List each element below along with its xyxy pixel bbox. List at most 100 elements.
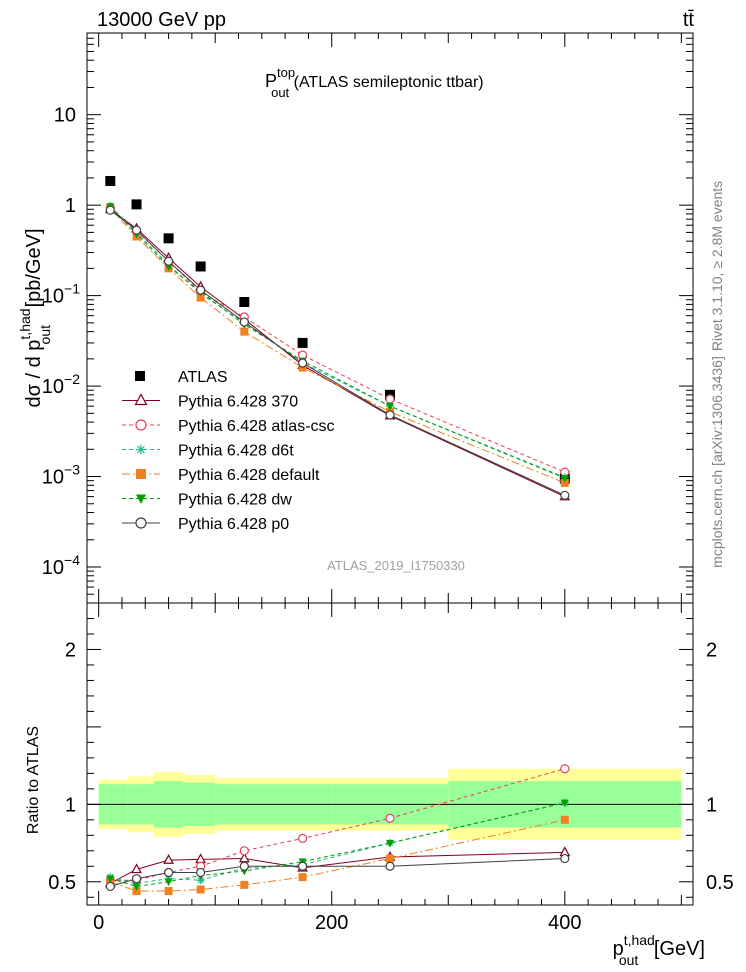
default-line bbox=[109, 208, 565, 484]
ratio-frame bbox=[86, 602, 694, 906]
d6t-ratio-line bbox=[110, 802, 565, 884]
legend-marker-p370 bbox=[134, 393, 148, 406]
ratio-series bbox=[104, 764, 571, 896]
legend-marker-p0 bbox=[135, 517, 147, 529]
legend-marker-default bbox=[136, 469, 146, 479]
p0-ratio-point bbox=[105, 881, 115, 892]
default-ratio-point bbox=[132, 887, 141, 896]
p0-ratio-line bbox=[110, 858, 565, 887]
dw-point bbox=[386, 402, 394, 411]
ratio-ytick-label-left: 2 bbox=[65, 639, 76, 661]
main-series bbox=[104, 175, 571, 501]
p370-ratio-point bbox=[131, 863, 142, 874]
legend-label-p0: Pythia 6.428 p0 bbox=[178, 516, 289, 533]
p0-point bbox=[297, 358, 308, 368]
atlascsc-point bbox=[385, 394, 395, 404]
p0-point bbox=[196, 285, 206, 295]
p0-ratio-point bbox=[239, 861, 249, 871]
p0-ratio-point bbox=[131, 874, 142, 884]
legend-marker-d6t bbox=[136, 444, 146, 455]
default-ratio-point bbox=[298, 873, 307, 882]
p0-ratio-point bbox=[385, 861, 395, 871]
legend-label-atlas: ATLAS bbox=[178, 369, 228, 386]
atlas-point bbox=[195, 261, 206, 272]
atlascsc-ratio-point bbox=[297, 833, 308, 844]
xtick-label: 400 bbox=[548, 912, 581, 934]
atlas-point bbox=[105, 175, 116, 186]
dw-ratio-point bbox=[132, 883, 141, 891]
legend-label-d6t: Pythia 6.428 d6t bbox=[178, 443, 294, 460]
default-ratio-point bbox=[240, 880, 249, 889]
dw-ratio-point bbox=[386, 839, 394, 848]
legend: ATLAS Pythia 6.428 370 Pythia 6.428 atlas-… bbox=[122, 369, 335, 533]
legend-label-p370: Pythia 6.428 370 bbox=[178, 394, 298, 411]
default-ratio-point bbox=[164, 887, 173, 896]
dw-line bbox=[109, 206, 565, 479]
default-ratio-point bbox=[560, 815, 569, 824]
atlas-point bbox=[297, 337, 308, 348]
dw-ratio-point bbox=[164, 878, 173, 887]
default-ratio-point bbox=[196, 885, 205, 894]
legend-label-default: Pythia 6.428 default bbox=[178, 467, 320, 484]
ratio-ytick-label-right: 2 bbox=[706, 639, 717, 661]
legend-marker-atlascsc bbox=[135, 419, 147, 431]
ratio-ylabel: Ratio to ATLAS bbox=[25, 726, 42, 834]
xtick-label: 0 bbox=[93, 912, 104, 934]
atlascsc-ratio-point bbox=[385, 813, 395, 823]
axes: 10−4 10−3 10−2 10−1 1 10 0.5 0.5 1 1 2 2 0 200 400 bbox=[42, 32, 734, 934]
p0-point bbox=[163, 256, 174, 266]
main-ytick-label: 10 bbox=[54, 105, 76, 127]
atlascsc-ratio-point bbox=[560, 764, 570, 774]
legend-marker-dw bbox=[136, 494, 146, 504]
header-right: tt̄ bbox=[683, 9, 695, 31]
p0-ratio-point bbox=[560, 853, 570, 864]
rivet-label: Rivet 3.1.10, ≥ 2.8M events bbox=[709, 181, 725, 351]
main-ytick-label: 10−2 bbox=[42, 371, 80, 398]
main-ytick-label: 10−4 bbox=[42, 552, 80, 579]
p370-ratio-point bbox=[163, 854, 174, 864]
ratio-uncertainty-band bbox=[87, 768, 693, 840]
d6t-ratio-point bbox=[196, 876, 205, 885]
ratio-ytick-label-right: 0.5 bbox=[706, 872, 734, 894]
main-ytick-label: 10−1 bbox=[42, 281, 80, 308]
ratio-ytick-label-left: 0.5 bbox=[48, 872, 76, 894]
ratio-ytick-label-right: 1 bbox=[706, 794, 717, 816]
p0-ratio-point bbox=[163, 867, 174, 878]
header-left: 13000 GeV pp bbox=[97, 9, 226, 31]
p0-line bbox=[110, 209, 566, 496]
default-point bbox=[560, 478, 569, 487]
p0-ratio-point bbox=[196, 867, 206, 878]
atlas-point bbox=[239, 297, 250, 308]
default-ratio-line bbox=[110, 819, 565, 892]
p0-point bbox=[385, 410, 395, 420]
xtick-label: 200 bbox=[315, 912, 348, 934]
mcplots-label: mcplots.cern.ch [arXiv:1306.3436] bbox=[709, 356, 725, 568]
main-ytick-label: 1 bbox=[65, 195, 76, 217]
p370-line bbox=[110, 208, 566, 498]
d6t-line bbox=[109, 205, 565, 478]
legend-label-atlascsc: Pythia 6.428 atlas-csc bbox=[178, 418, 335, 435]
p0-point bbox=[560, 490, 570, 500]
default-point bbox=[196, 293, 205, 302]
default-point bbox=[298, 363, 307, 372]
p0-point bbox=[105, 205, 115, 215]
legend-label-dw: Pythia 6.428 dw bbox=[178, 492, 292, 509]
main-ytick-label: 10−3 bbox=[42, 462, 80, 489]
dw-ratio-point bbox=[106, 875, 115, 884]
atlascsc-ratio-line bbox=[110, 768, 565, 881]
atlas-point bbox=[163, 233, 174, 244]
ratio-ytick-label-left: 1 bbox=[65, 794, 76, 816]
p0-ratio-point bbox=[297, 861, 308, 871]
default-point bbox=[240, 327, 249, 336]
analysis-watermark: ATLAS_2019_I1750330 bbox=[327, 558, 465, 573]
plot-title: Ptop out (ATLAS semileptonic ttbar) bbox=[265, 65, 484, 100]
atlascsc-ratio-point bbox=[239, 846, 249, 856]
legend-marker-atlas bbox=[135, 371, 145, 381]
p0-point bbox=[131, 225, 142, 235]
dw-ratio-line bbox=[110, 802, 565, 887]
p0-point bbox=[239, 317, 249, 327]
dw-ratio-point bbox=[560, 799, 569, 808]
p370-ratio-line bbox=[110, 851, 565, 884]
default-ratio-point bbox=[386, 854, 394, 863]
